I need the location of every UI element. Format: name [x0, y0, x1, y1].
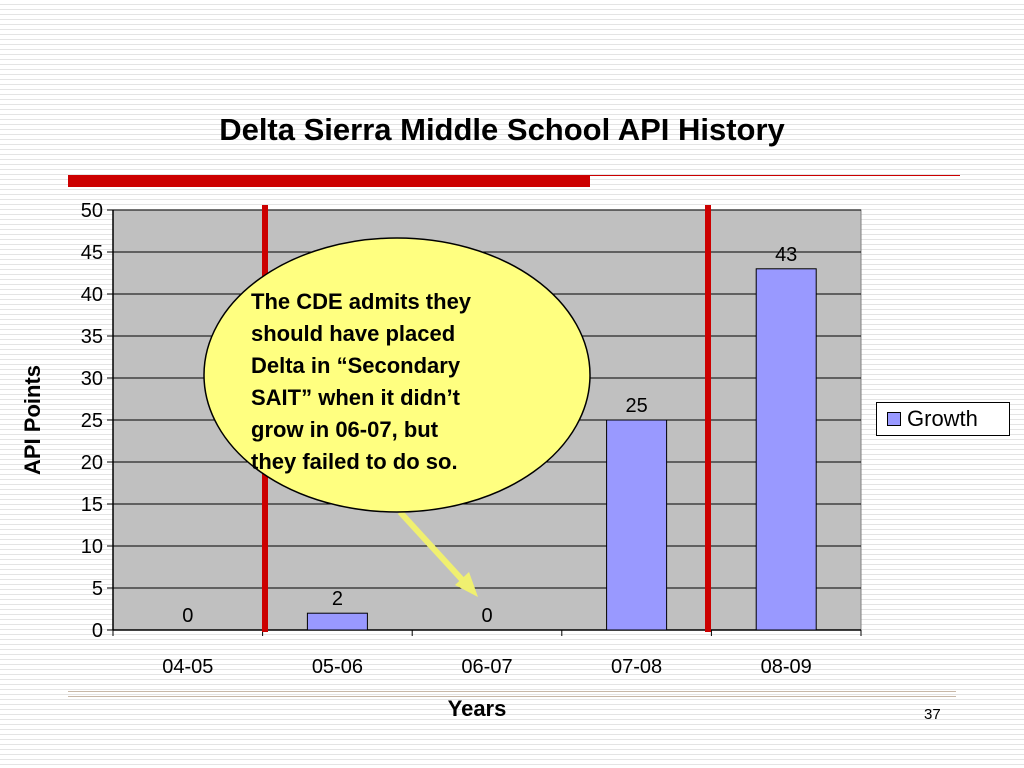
data-label: 43: [775, 244, 797, 266]
y-tick-label: 45: [81, 242, 103, 264]
data-label: 25: [625, 395, 647, 417]
legend-label-growth: Growth: [907, 406, 978, 431]
y-tick-label: 25: [81, 410, 103, 432]
x-axis-title: Years: [448, 696, 507, 721]
x-tick-label: 06-07: [461, 656, 512, 678]
callout-bubble: [203, 237, 591, 513]
y-tick-label: 0: [92, 620, 103, 642]
y-tick-label: 15: [81, 494, 103, 516]
bar: [755, 268, 817, 631]
callout-text-line: grow in 06-07, but: [251, 417, 439, 442]
y-axis-title: API Points: [20, 365, 45, 475]
y-tick-label: 35: [81, 326, 103, 348]
y-tick-label: 10: [81, 536, 103, 558]
title-underline-thick: [68, 175, 590, 187]
y-tick-label: 50: [81, 200, 103, 222]
bar: [306, 612, 368, 631]
title-underline-thin: [590, 175, 960, 176]
y-tick-label: 30: [81, 368, 103, 390]
callout-arrow-head: [455, 572, 478, 597]
y-tick-label: 40: [81, 284, 103, 306]
x-tick-label: 07-08: [611, 656, 662, 678]
data-label: 2: [332, 588, 343, 610]
footer-line-bottom: [68, 696, 956, 697]
callout-text-line: SAIT” when it didn’t: [251, 385, 461, 410]
x-tick-label: 04-05: [162, 656, 213, 678]
data-label: 0: [182, 605, 193, 627]
bar: [606, 419, 668, 631]
y-tick-label: 20: [81, 452, 103, 474]
footer-line-top: [68, 691, 956, 692]
data-label: 0: [481, 605, 492, 627]
chart-legend: Growth: [876, 402, 1010, 436]
y-tick-label: 5: [92, 578, 103, 600]
callout-text-line: they failed to do so.: [251, 449, 458, 474]
legend-swatch-growth: [887, 412, 901, 426]
x-tick-label: 08-09: [761, 656, 812, 678]
chart-title: Delta Sierra Middle School API History: [219, 112, 785, 147]
callout-text-line: The CDE admits they: [251, 289, 472, 314]
callout-text-line: Delta in “Secondary: [251, 353, 461, 378]
callout-arrow-shaft: [397, 509, 469, 587]
page-number: 37: [924, 706, 941, 723]
x-tick-label: 05-06: [312, 656, 363, 678]
callout-text-line: should have placed: [251, 321, 455, 346]
